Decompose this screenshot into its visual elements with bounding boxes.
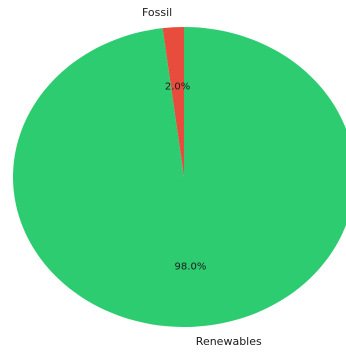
category-label-fossil: Fossil [142, 6, 172, 19]
pie-slice-fossil [162, 27, 184, 177]
pie-labels: 2.0% Fossil 98.0% Renewables [142, 6, 262, 348]
pct-label-fossil: 2.0% [165, 82, 190, 93]
pie-slice-renewables [13, 27, 346, 327]
pie-slices [13, 27, 346, 327]
pct-label-renewables: 98.0% [175, 261, 207, 272]
category-label-renewables: Renewables [196, 335, 262, 348]
